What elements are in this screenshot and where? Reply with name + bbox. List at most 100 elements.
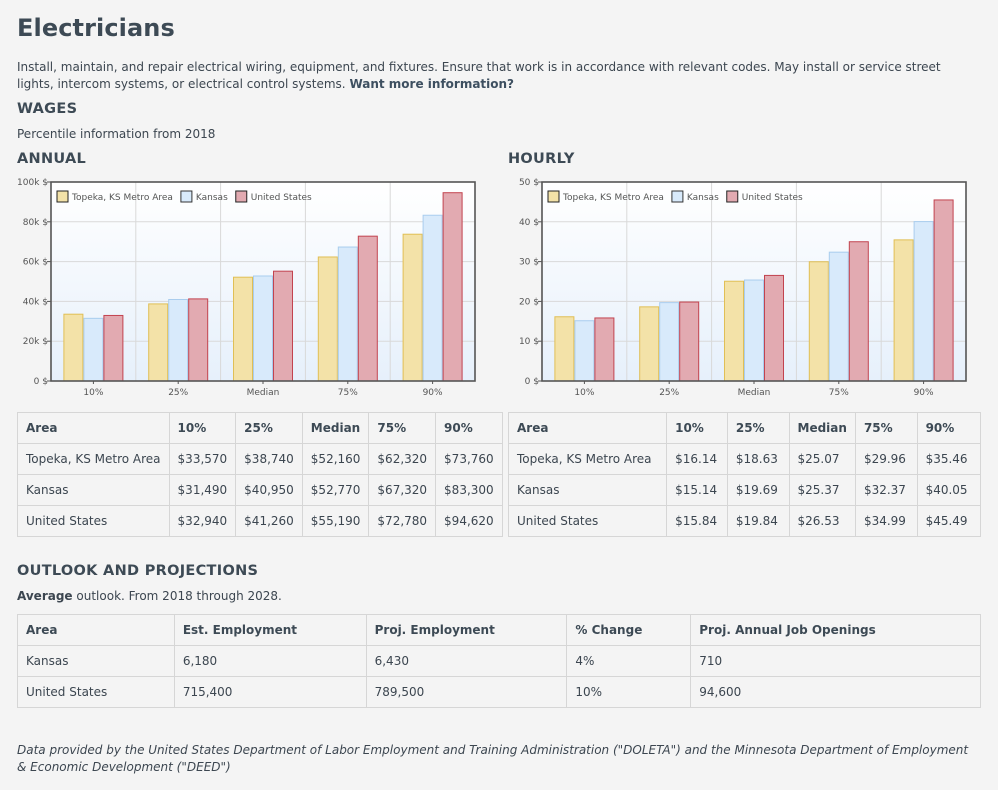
- value-cell: $15.14: [666, 474, 728, 506]
- value-cell: $83,300: [435, 474, 503, 506]
- legend-label: United States: [251, 193, 312, 203]
- column-header: 25%: [726, 412, 790, 444]
- bar: [357, 235, 378, 382]
- column-header: 10%: [666, 412, 728, 444]
- value-cell: $62,320: [368, 443, 437, 475]
- area-cell: United States: [17, 505, 170, 537]
- annual-wages-chart: 0 $ 20k $ 40k $ 60k $ 80k $ 100k $ 10% 25% Media…: [17, 178, 476, 398]
- bar: [103, 314, 124, 382]
- wages-percentile-note: Percentile information from 2018: [17, 127, 216, 141]
- table-row: Topeka, KS Metro Area $16.14 $18.63 $25.07 $…: [507, 443, 982, 475]
- bar: [828, 251, 849, 382]
- legend-swatch: [180, 190, 193, 203]
- y-tick-label: 80k $: [23, 218, 48, 228]
- column-header: Area: [17, 412, 170, 444]
- y-tick-label: 20k $: [23, 337, 48, 347]
- area-cell: Topeka, KS Metro Area: [17, 443, 170, 475]
- x-tick-label: Median: [247, 388, 280, 398]
- more-info-link[interactable]: Want more information?: [349, 77, 515, 91]
- outlook-summary: Average outlook. From 2018 through 2028.: [17, 589, 282, 603]
- table-header-row: Area 10% 25% Median 75% 90%: [17, 412, 503, 444]
- y-tick-label: 20 $: [519, 297, 539, 307]
- y-tick-label: 0 $: [34, 377, 48, 387]
- bar: [594, 317, 615, 382]
- column-header: Median: [788, 412, 856, 444]
- column-header: Area: [17, 614, 175, 646]
- column-header: Est. Employment: [173, 614, 367, 646]
- x-tick-label: 25%: [168, 388, 188, 398]
- bar: [422, 214, 443, 382]
- bar: [659, 302, 680, 382]
- column-header: % Change: [566, 614, 692, 646]
- bar: [273, 270, 293, 382]
- outlook-period: outlook. From 2018 through 2028.: [72, 589, 282, 603]
- table-row: United States $15.84 $19.84 $26.53 $34.99 $45…: [507, 505, 982, 537]
- y-tick-label: 100k $: [17, 178, 48, 188]
- annual-heading: ANNUAL: [17, 151, 87, 167]
- area-cell: Kansas: [507, 474, 668, 506]
- area-cell: United States: [507, 505, 668, 537]
- column-header: Proj. Annual Job Openings: [690, 614, 981, 646]
- bar: [893, 239, 914, 382]
- y-tick-label: 40k $: [23, 297, 48, 307]
- column-header: 10%: [168, 412, 237, 444]
- table-row: United States $32,940 $41,260 $55,190 $72,78…: [17, 505, 503, 537]
- y-tick-label: 0 $: [525, 377, 539, 387]
- value-cell: $38,740: [235, 443, 303, 475]
- column-header: 90%: [916, 412, 982, 444]
- table-row: Kansas $31,490 $40,950 $52,770 $67,320 $83,30…: [17, 474, 503, 506]
- table-row: Kansas 6,180 6,430 4% 710: [17, 645, 981, 677]
- bar: [808, 261, 829, 382]
- value-cell: $33,570: [168, 443, 237, 475]
- table-header-row: Area 10% 25% Median 75% 90%: [507, 412, 982, 444]
- column-header: 90%: [435, 412, 503, 444]
- value-cell: $35.46: [916, 443, 982, 475]
- value-cell: 715,400: [173, 676, 367, 708]
- chart-legend: Topeka, KS Metro Area Kansas United States: [56, 190, 312, 203]
- value-cell: $32.37: [854, 474, 918, 506]
- bar: [724, 280, 744, 382]
- outlook-rating: Average: [17, 589, 73, 603]
- value-cell: 4%: [566, 645, 692, 677]
- legend-label: United States: [742, 193, 803, 203]
- bar: [679, 301, 700, 382]
- plot-frame: [50, 181, 476, 382]
- occupation-description: Install, maintain, and repair electrical…: [17, 59, 977, 93]
- bar: [317, 256, 338, 382]
- area-cell: Kansas: [17, 474, 170, 506]
- x-tick-label: 90%: [914, 388, 934, 398]
- column-header: Area: [507, 412, 668, 444]
- value-cell: $16.14: [666, 443, 728, 475]
- area-cell: Topeka, KS Metro Area: [507, 443, 668, 475]
- value-cell: $52,770: [301, 474, 370, 506]
- legend-label: Topeka, KS Metro Area: [562, 193, 664, 203]
- value-cell: $73,760: [435, 443, 503, 475]
- x-tick-label: 75%: [338, 388, 358, 398]
- column-header: Median: [301, 412, 370, 444]
- bar: [83, 317, 104, 382]
- x-tick-label: 75%: [829, 388, 849, 398]
- legend-swatch: [671, 190, 684, 203]
- table-header-row: Area Est. Employment Proj. Employment% Cha…: [17, 614, 981, 646]
- bar: [574, 320, 595, 382]
- value-cell: $19.69: [726, 474, 790, 506]
- legend-swatch: [547, 190, 560, 203]
- outlook-table: Area Est. Employment Proj. Employment% Cha…: [17, 614, 981, 708]
- bar: [554, 316, 575, 382]
- annual-wages-table: Area 10% 25% Median 75% 90% Topeka, KS Metro …: [17, 412, 503, 537]
- value-cell: 6,430: [365, 645, 568, 677]
- data-source-note: Data provided by the United States Depar…: [17, 743, 969, 774]
- column-header: 25%: [235, 412, 303, 444]
- value-cell: $25.37: [788, 474, 856, 506]
- legend-label: Kansas: [687, 193, 719, 203]
- bar: [168, 299, 189, 382]
- value-cell: $18.63: [726, 443, 790, 475]
- x-tick-label: 90%: [423, 388, 443, 398]
- table-row: Kansas $15.14 $19.69 $25.37 $32.37 $40.05: [507, 474, 982, 506]
- bar: [337, 246, 358, 382]
- value-cell: 10%: [566, 676, 692, 708]
- plot-frame: [541, 181, 967, 382]
- y-tick-label: 50 $: [519, 178, 539, 188]
- value-cell: 789,500: [365, 676, 568, 708]
